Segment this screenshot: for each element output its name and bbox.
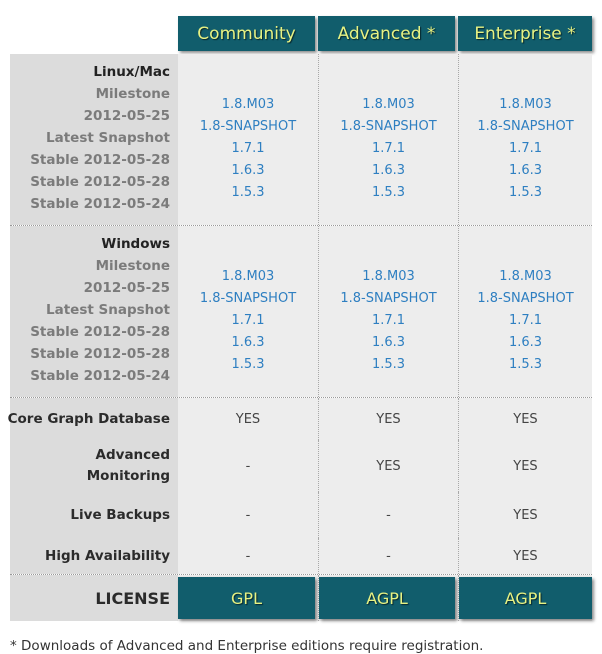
- feature-value: -: [386, 507, 391, 523]
- version-link[interactable]: 1.5.3: [371, 185, 406, 200]
- feature-row-advanced-monitoring: Advanced Monitoring - YES YES: [10, 440, 592, 492]
- feature-value: -: [245, 548, 251, 564]
- feature-value: -: [386, 548, 391, 564]
- feature-value: YES: [513, 458, 538, 474]
- feature-value: -: [245, 507, 251, 523]
- column-header-advanced: Advanced *: [318, 16, 455, 51]
- section-linux-mac: Linux/Mac Milestone 2012-05-25 Latest Sn…: [10, 54, 592, 226]
- version-link[interactable]: 1.5.3: [371, 357, 406, 372]
- platform-name: Linux/Mac: [93, 64, 170, 80]
- version-link[interactable]: 1.7.1: [508, 141, 543, 156]
- version-link[interactable]: 1.6.3: [508, 163, 543, 178]
- version-link[interactable]: 1.6.3: [508, 335, 543, 350]
- feature-row-core-graph-database: Core Graph Database YES YES YES: [7, 398, 592, 440]
- version-link[interactable]: 1.7.1: [371, 313, 406, 328]
- version-link[interactable]: 1.8-SNAPSHOT: [340, 291, 437, 306]
- version-link[interactable]: 1.8.M03: [221, 97, 275, 112]
- version-link[interactable]: 1.7.1: [231, 141, 265, 156]
- license-row: LICENSE GPL AGPL AGPL: [10, 575, 592, 621]
- section-label-cell: Windows Milestone 2012-05-25 Latest Snap…: [10, 226, 178, 397]
- column-header-enterprise: Enterprise *: [458, 16, 592, 51]
- version-link[interactable]: 1.5.3: [508, 185, 543, 200]
- enterprise-downloads-cell: 1.8.M03 1.8-SNAPSHOT 1.7.1 1.6.3 1.5.3: [458, 54, 592, 225]
- section-label-cell: Linux/Mac Milestone 2012-05-25 Latest Sn…: [10, 54, 178, 225]
- license-agpl-button[interactable]: AGPL: [319, 577, 455, 619]
- section-windows: Windows Milestone 2012-05-25 Latest Snap…: [10, 226, 592, 398]
- feature-value: YES: [513, 548, 538, 564]
- row-label: 2012-05-25: [83, 108, 170, 124]
- version-link[interactable]: 1.8.M03: [499, 269, 552, 284]
- row-label: Milestone: [95, 86, 170, 102]
- community-downloads-cell: 1.8.M03 1.8-SNAPSHOT 1.7.1 1.6.3 1.5.3: [178, 54, 318, 225]
- version-link[interactable]: 1.5.3: [231, 357, 265, 372]
- row-label: Stable 2012-05-28: [30, 152, 170, 168]
- advanced-downloads-cell: 1.8.M03 1.8-SNAPSHOT 1.7.1 1.6.3 1.5.3: [318, 226, 458, 397]
- feature-rows: Core Graph Database YES YES YES Advanced…: [7, 398, 592, 575]
- version-link[interactable]: 1.6.3: [371, 335, 406, 350]
- version-link[interactable]: 1.8-SNAPSHOT: [340, 119, 437, 134]
- version-link[interactable]: 1.8-SNAPSHOT: [477, 291, 574, 306]
- enterprise-downloads-cell: 1.8.M03 1.8-SNAPSHOT 1.7.1 1.6.3 1.5.3: [458, 226, 592, 397]
- version-link[interactable]: 1.8.M03: [362, 97, 415, 112]
- version-link[interactable]: 1.8.M03: [221, 269, 275, 284]
- feature-value: -: [245, 458, 251, 474]
- version-link[interactable]: 1.6.3: [231, 335, 265, 350]
- version-link[interactable]: 1.7.1: [371, 141, 406, 156]
- row-label: Milestone: [95, 258, 170, 274]
- feature-value: YES: [376, 458, 401, 474]
- version-link[interactable]: 1.5.3: [231, 185, 265, 200]
- version-link[interactable]: 1.5.3: [508, 357, 543, 372]
- community-downloads-cell: 1.8.M03 1.8-SNAPSHOT 1.7.1 1.6.3 1.5.3: [178, 226, 318, 397]
- row-label: Stable 2012-05-24: [30, 196, 170, 212]
- feature-row-high-availability: High Availability - - YES: [10, 538, 592, 574]
- feature-label: Advanced Monitoring: [86, 447, 170, 484]
- feature-value: YES: [235, 411, 261, 427]
- column-header-community: Community: [178, 16, 315, 51]
- feature-label: Core Graph Database: [7, 410, 170, 427]
- table-header-row: Community Advanced * Enterprise *: [10, 16, 592, 51]
- editions-download-table: Community Advanced * Enterprise * Linux/…: [7, 16, 592, 621]
- row-label: Stable 2012-05-24: [30, 368, 170, 384]
- row-label: Latest Snapshot: [46, 130, 170, 146]
- row-label: 2012-05-25: [83, 280, 170, 296]
- row-label: Stable 2012-05-28: [30, 324, 170, 340]
- advanced-downloads-cell: 1.8.M03 1.8-SNAPSHOT 1.7.1 1.6.3 1.5.3: [318, 54, 458, 225]
- row-label: Stable 2012-05-28: [30, 174, 170, 190]
- feature-value: YES: [513, 507, 538, 523]
- feature-label: High Availability: [45, 547, 170, 564]
- version-link[interactable]: 1.8-SNAPSHOT: [477, 119, 574, 134]
- feature-label: Live Backups: [70, 506, 170, 523]
- platform-name: Windows: [101, 236, 170, 252]
- row-label: Stable 2012-05-28: [30, 346, 170, 362]
- license-agpl-button[interactable]: AGPL: [459, 577, 592, 619]
- header-spacer: [10, 16, 178, 51]
- feature-value: YES: [513, 411, 538, 427]
- feature-row-live-backups: Live Backups - - YES: [10, 492, 592, 538]
- table-body: Linux/Mac Milestone 2012-05-25 Latest Sn…: [7, 54, 592, 621]
- version-link[interactable]: 1.8-SNAPSHOT: [199, 119, 297, 134]
- version-link[interactable]: 1.7.1: [508, 313, 543, 328]
- version-link[interactable]: 1.8.M03: [362, 269, 415, 284]
- license-label: LICENSE: [10, 575, 178, 621]
- version-link[interactable]: 1.6.3: [231, 163, 265, 178]
- row-label: Latest Snapshot: [46, 302, 170, 318]
- registration-footnote: * Downloads of Advanced and Enterprise e…: [10, 638, 484, 654]
- version-link[interactable]: 1.7.1: [231, 313, 265, 328]
- license-gpl-button[interactable]: GPL: [178, 577, 315, 619]
- version-link[interactable]: 1.6.3: [371, 163, 406, 178]
- version-link[interactable]: 1.8.M03: [499, 97, 552, 112]
- version-link[interactable]: 1.8-SNAPSHOT: [199, 291, 297, 306]
- feature-value: YES: [376, 411, 401, 427]
